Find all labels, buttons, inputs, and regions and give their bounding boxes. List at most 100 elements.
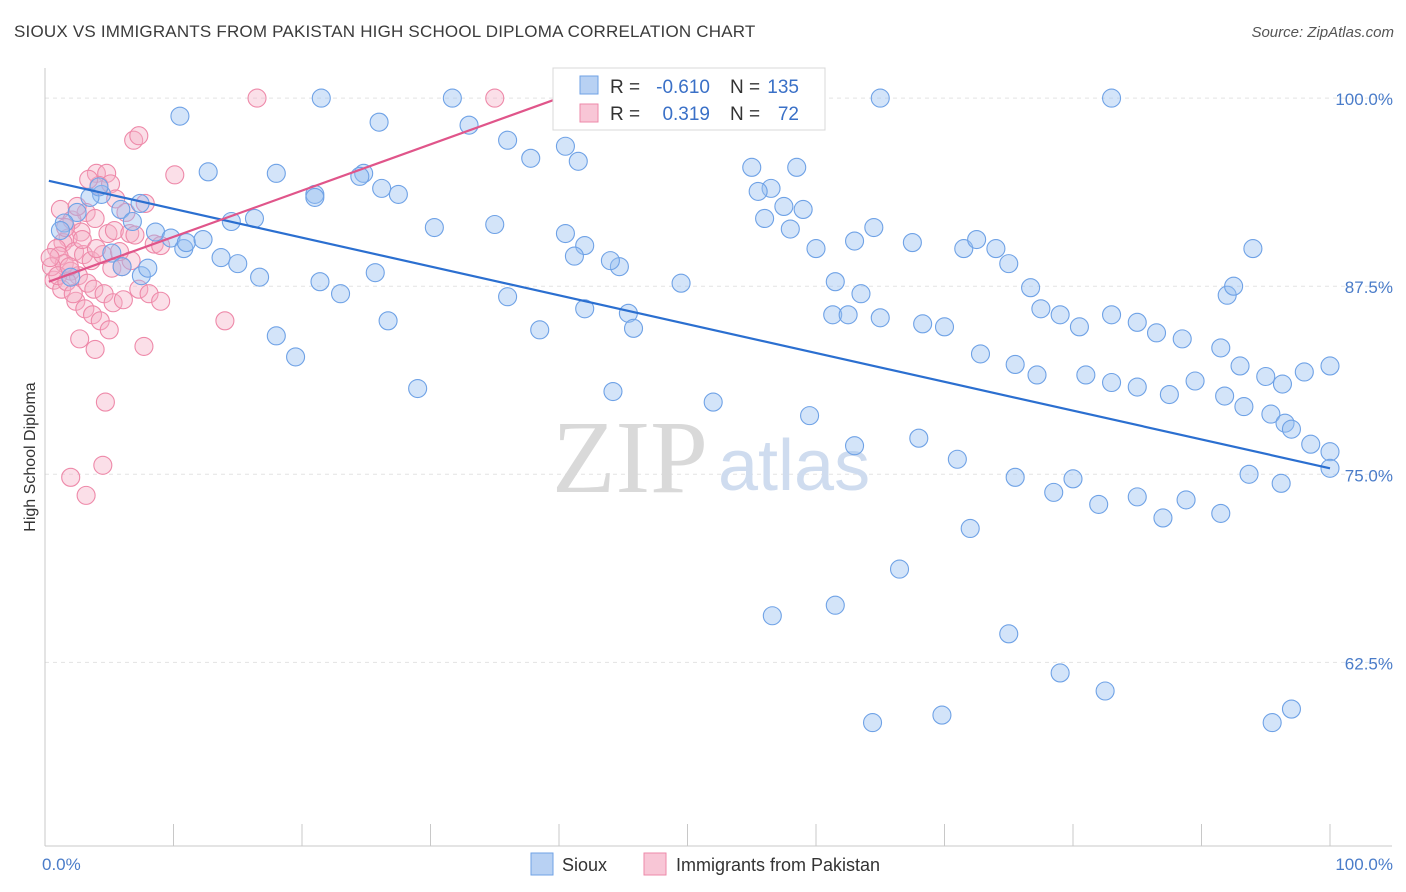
watermark: ZIP atlas xyxy=(552,400,870,515)
sioux-point-84 xyxy=(1102,305,1122,325)
sioux-point-8 xyxy=(498,130,518,150)
legend-n-label-pakistan: N = xyxy=(730,104,760,125)
sioux-point-130 xyxy=(1176,490,1196,510)
sioux-point-112 xyxy=(1185,371,1205,391)
sioux-point-69 xyxy=(793,199,813,220)
pakistan-point-54 xyxy=(151,291,171,311)
y-tick-label-3: 62.5% xyxy=(1345,654,1393,673)
sioux-point-50 xyxy=(250,267,270,287)
sioux-point-62 xyxy=(623,318,644,338)
sioux-point-3 xyxy=(870,88,890,108)
sioux-point-44 xyxy=(50,220,70,241)
legend-n-value-pakistan: 72 xyxy=(778,104,799,125)
sioux-point-133 xyxy=(1271,473,1291,493)
sioux-point-127 xyxy=(1089,494,1109,514)
legend-n-label-sioux: N = xyxy=(730,77,760,98)
series-sioux-points xyxy=(50,88,1340,733)
sioux-point-56 xyxy=(286,347,306,367)
sioux-point-120 xyxy=(800,406,820,426)
sioux-point-110 xyxy=(1127,377,1147,397)
sioux-point-28 xyxy=(600,251,620,271)
sioux-point-19 xyxy=(305,187,325,207)
sioux-point-75 xyxy=(902,233,922,253)
sioux-point-104 xyxy=(934,317,955,337)
sioux-point-4 xyxy=(1102,88,1122,108)
sioux-point-78 xyxy=(986,239,1006,259)
sioux-point-79 xyxy=(999,254,1019,274)
pakistan-point-65 xyxy=(72,230,92,250)
pakistan-point-3 xyxy=(129,126,149,146)
sioux-point-87 xyxy=(1172,329,1192,349)
sioux-point-6 xyxy=(369,112,389,132)
sioux-point-85 xyxy=(1127,312,1147,332)
pakistan-point-0 xyxy=(247,88,267,108)
sioux-point-128 xyxy=(1127,487,1147,507)
sioux-point-40 xyxy=(211,248,231,268)
pakistan-point-61 xyxy=(61,467,81,487)
sioux-point-10 xyxy=(555,136,575,156)
legend-r-value-pakistan: 0.319 xyxy=(662,104,710,125)
sioux-point-121 xyxy=(844,436,865,456)
pakistan-point-4 xyxy=(165,165,185,185)
sioux-point-91 xyxy=(1211,338,1231,358)
pakistan-point-59 xyxy=(95,392,115,412)
y-tick-label-1: 87.5% xyxy=(1345,278,1393,297)
sioux-point-129 xyxy=(1153,508,1173,528)
pakistan-point-66 xyxy=(86,239,106,259)
sioux-point-82 xyxy=(1050,305,1070,325)
legend-n-value-sioux: 135 xyxy=(767,77,799,98)
sioux-point-106 xyxy=(1005,354,1025,375)
y-tick-labels: 100.0% 87.5% 75.0% 62.5% xyxy=(1335,90,1393,673)
sioux-point-86 xyxy=(1146,323,1167,343)
sioux-point-77 xyxy=(967,230,987,250)
sioux-point-90 xyxy=(1243,239,1263,259)
pakistan-point-55 xyxy=(215,311,235,331)
legend-r-label-sioux: R = xyxy=(610,77,640,98)
sioux-point-53 xyxy=(330,284,351,304)
series-legend-label-sioux: Sioux xyxy=(562,855,607,875)
y-tick-label-0: 100.0% xyxy=(1335,90,1393,109)
sioux-point-93 xyxy=(1256,366,1276,387)
sioux-point-126 xyxy=(1063,469,1083,489)
sioux-point-132 xyxy=(1239,464,1259,484)
pakistan-point-40 xyxy=(113,290,133,310)
series-legend-swatch-pakistan xyxy=(643,852,667,876)
sioux-point-96 xyxy=(1320,356,1340,376)
chart-source: Source: ZipAtlas.com xyxy=(1251,24,1394,41)
sioux-point-13 xyxy=(266,163,286,183)
sioux-point-138 xyxy=(999,624,1019,644)
sioux-point-68 xyxy=(774,196,794,216)
sioux-point-64 xyxy=(603,381,623,402)
sioux-point-107 xyxy=(1027,365,1047,385)
pakistan-point-13 xyxy=(85,208,105,229)
pakistan-point-44 xyxy=(75,299,95,319)
sioux-point-54 xyxy=(378,311,398,331)
sioux-point-113 xyxy=(1215,386,1235,406)
sioux-point-131 xyxy=(1211,503,1231,523)
sioux-point-1 xyxy=(442,88,462,108)
trendlines xyxy=(48,97,1331,470)
sioux-point-103 xyxy=(913,314,933,334)
sioux-point-115 xyxy=(1261,404,1281,424)
sioux-point-60 xyxy=(575,299,595,319)
sioux-point-0 xyxy=(311,88,331,108)
pakistan-point-58 xyxy=(134,336,154,356)
sioux-point-119 xyxy=(1320,442,1340,462)
sioux-point-48 xyxy=(138,258,158,278)
sioux-point-23 xyxy=(485,214,505,235)
sioux-point-117 xyxy=(1281,419,1301,439)
sioux-point-118 xyxy=(1301,434,1321,454)
y-tick-label-2: 75.0% xyxy=(1345,466,1393,485)
sioux-point-74 xyxy=(844,231,865,251)
pakistan-point-63 xyxy=(40,248,60,268)
x-tick-label-max: 100.0% xyxy=(1335,855,1393,874)
sioux-point-5 xyxy=(170,106,190,126)
pakistan-point-53 xyxy=(139,284,159,304)
sioux-point-57 xyxy=(408,378,428,399)
sioux-point-100 xyxy=(823,305,843,325)
sioux-point-9 xyxy=(521,148,541,168)
pakistan-point-18 xyxy=(104,220,124,241)
sioux-point-63 xyxy=(671,273,691,293)
axes xyxy=(44,68,1392,847)
sioux-point-95 xyxy=(1294,362,1314,382)
